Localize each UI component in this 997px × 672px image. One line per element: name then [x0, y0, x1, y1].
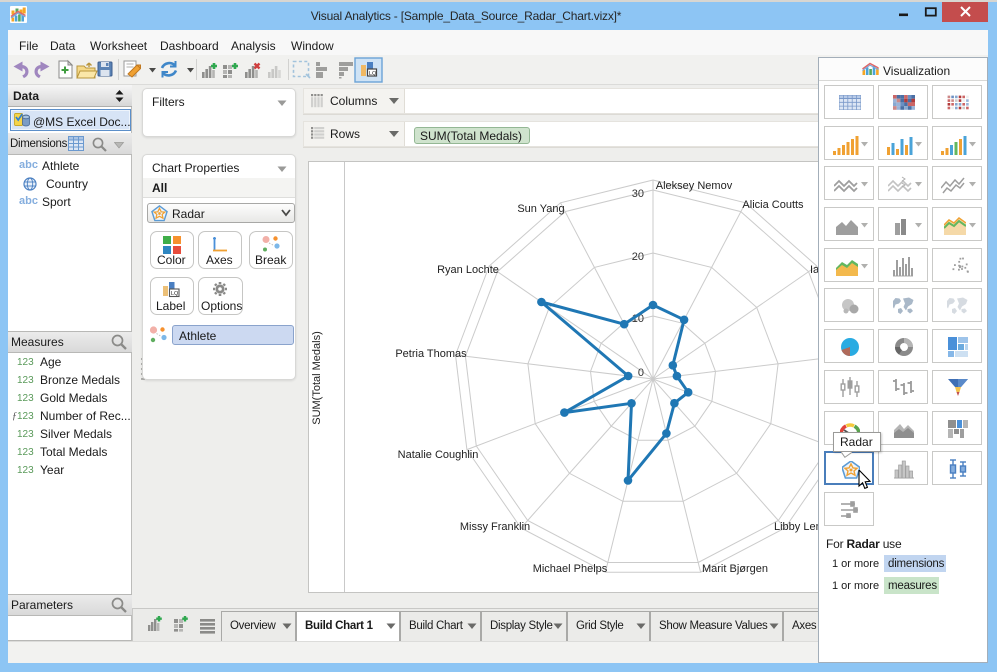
- svg-text:0: 0: [638, 367, 644, 379]
- svg-text:SUM(Total Medals): SUM(Total Medals): [311, 331, 323, 425]
- svg-text:Petria Thomas: Petria Thomas: [395, 348, 467, 360]
- svg-text:20: 20: [632, 251, 644, 263]
- svg-text:Natalie Coughlin: Natalie Coughlin: [398, 449, 479, 461]
- svg-text:30: 30: [632, 188, 644, 200]
- svg-text:Missy Franklin: Missy Franklin: [460, 521, 530, 533]
- svg-text:Aleksey Nemov: Aleksey Nemov: [656, 180, 733, 192]
- svg-text:Michael Phelps: Michael Phelps: [533, 563, 608, 575]
- svg-text:LQ: LQ: [369, 71, 377, 77]
- svg-text:Alicia Coutts: Alicia Coutts: [742, 199, 804, 211]
- svg-text:Sun Yang: Sun Yang: [517, 203, 564, 215]
- svg-text:Marit Bjørgen: Marit Bjørgen: [702, 563, 768, 575]
- svg-text:LQ: LQ: [171, 291, 179, 297]
- svg-text:Ryan Lochte: Ryan Lochte: [437, 264, 499, 276]
